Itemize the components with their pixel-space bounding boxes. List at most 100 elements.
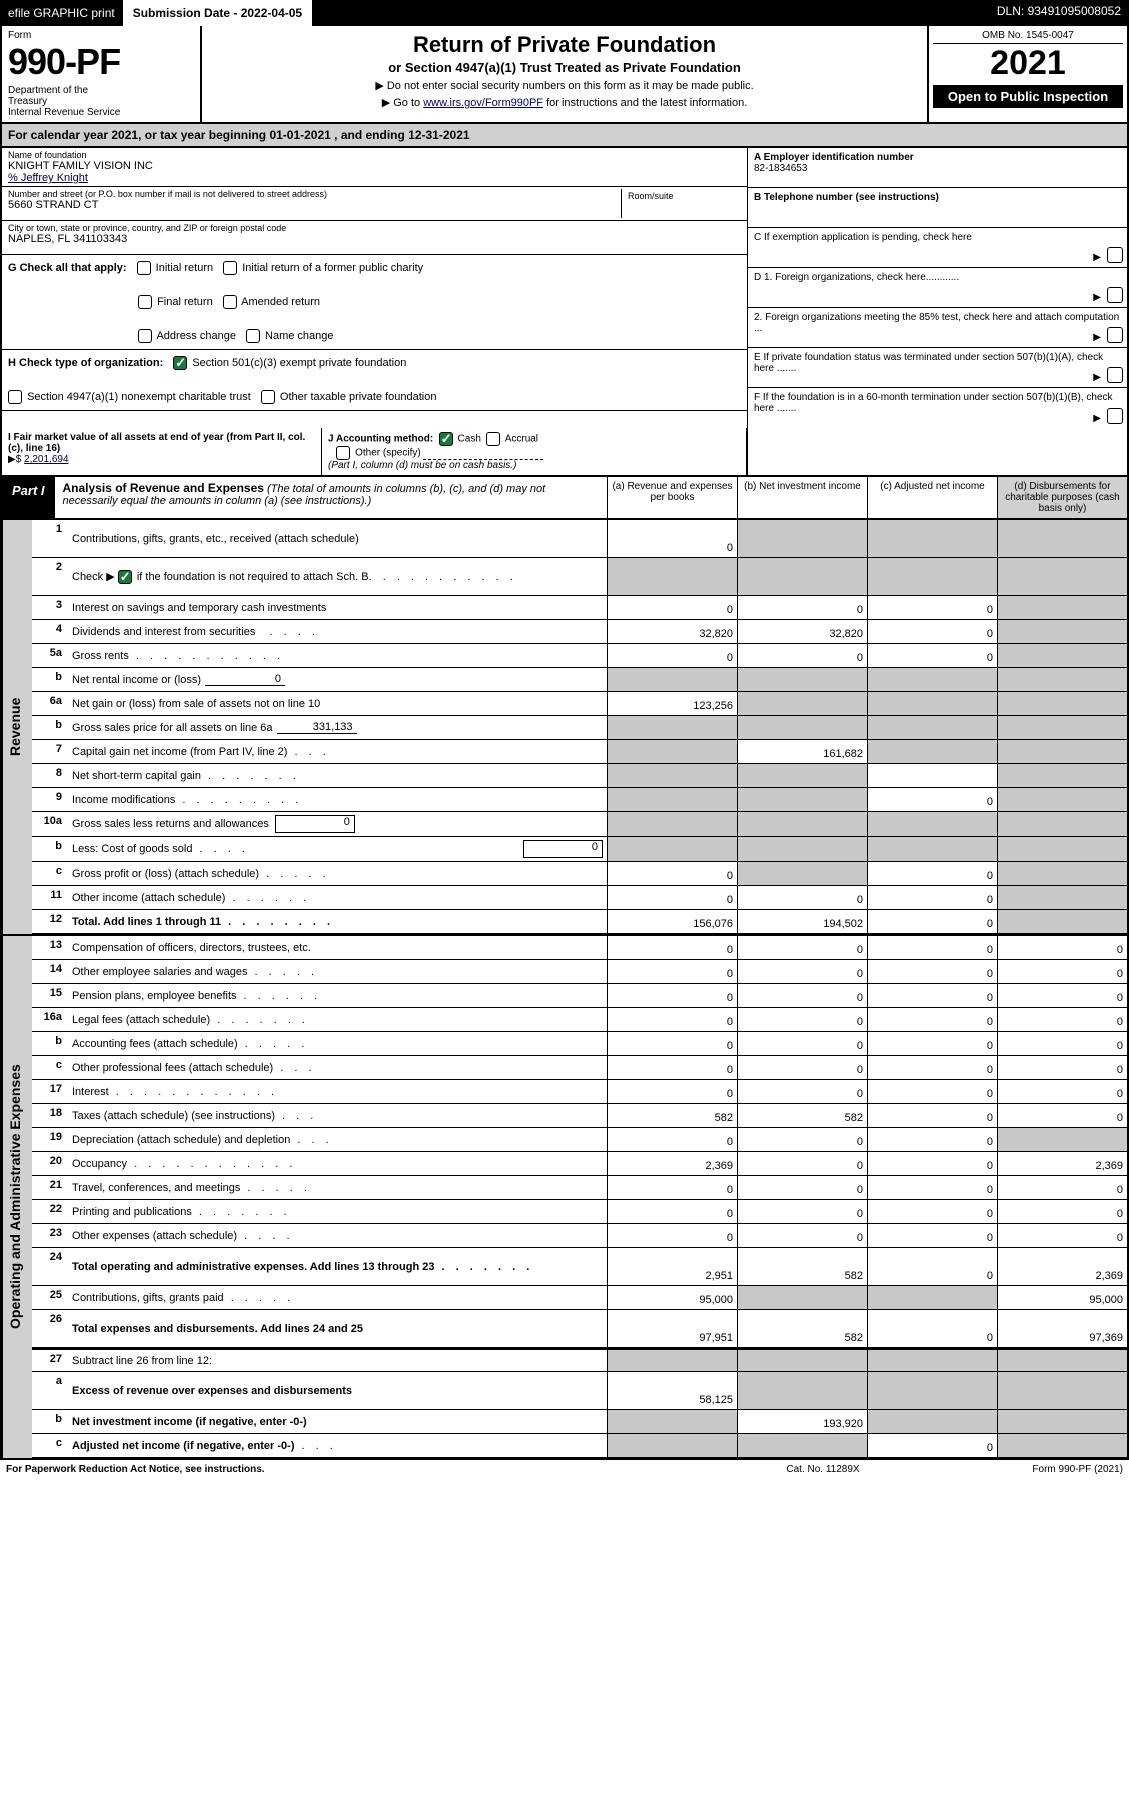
row-5b: bNet rental income or (loss)0 [32,668,1127,692]
col-a-header: (a) Revenue and expenses per books [607,477,737,518]
arrow-icon: ▶ [1093,292,1101,303]
revenue-side-label: Revenue [2,520,32,934]
tel-label: B Telephone number (see instructions) [754,192,939,203]
row-2: 2 Check ▶ if the foundation is not requi… [32,558,1127,596]
revenue-section: Revenue 1 Contributions, gifts, grants, … [0,520,1129,934]
calendar-year-line: For calendar year 2021, or tax year begi… [0,124,1129,148]
page-footer: For Paperwork Reduction Act Notice, see … [0,1458,1129,1479]
chk-address-change[interactable] [138,329,152,343]
d1-label: D 1. Foreign organizations, check here..… [754,272,959,283]
form-right: OMB No. 1545-0047 2021 Open to Public In… [927,26,1127,122]
r1-a: 0 [607,520,737,557]
efile-label: efile GRAPHIC print [0,0,125,26]
chk-exemption-pending[interactable] [1107,247,1123,263]
form-note2: ▶ Go to www.irs.gov/Form990PF for instru… [208,96,921,109]
chk-amended[interactable] [223,295,237,309]
row-12: 12Total. Add lines 1 through 11 . . . . … [32,910,1127,934]
row-8: 8Net short-term capital gain . . . . . .… [32,764,1127,788]
paperwork-notice: For Paperwork Reduction Act Notice, see … [6,1464,723,1475]
dept-treasury: Department of theTreasuryInternal Revenu… [8,85,194,118]
j-note: (Part I, column (d) must be on cash basi… [328,460,516,471]
city-state-zip: NAPLES, FL 341103343 [8,233,741,245]
c-label: C If exemption application is pending, c… [754,232,972,243]
ein-value: 82-1834653 [754,163,807,174]
chk-initial-public[interactable] [223,261,237,275]
col-c-header: (c) Adjusted net income [867,477,997,518]
tax-year: 2021 [933,44,1123,83]
form-left: Form 990-PF Department of theTreasuryInt… [2,26,202,122]
row-20: 20Occupancy . . . . . . . . . . . .2,369… [32,1152,1127,1176]
row-27a: aExcess of revenue over expenses and dis… [32,1372,1127,1410]
chk-other-taxable[interactable] [261,390,275,404]
care-of: % Jeffrey Knight [8,172,741,184]
row-26: 26Total expenses and disbursements. Add … [32,1310,1127,1348]
row-16c: cOther professional fees (attach schedul… [32,1056,1127,1080]
open-public: Open to Public Inspection [933,85,1123,108]
form-header: Form 990-PF Department of theTreasuryInt… [0,26,1129,124]
row-24: 24Total operating and administrative exp… [32,1248,1127,1286]
row-21: 21Travel, conferences, and meetings . . … [32,1176,1127,1200]
chk-foreign-org[interactable] [1107,287,1123,303]
cat-number: Cat. No. 11289X [723,1464,923,1475]
e-label: E If private foundation status was termi… [754,352,1103,374]
fmv-value: 2,201,694 [24,454,69,465]
chk-name-change[interactable] [246,329,260,343]
row-11: 11Other income (attach schedule) . . . .… [32,886,1127,910]
room-suite: Room/suite [621,189,741,218]
arrow-icon: ▶ [1093,252,1101,263]
ein-label: A Employer identification number [754,152,914,163]
expenses-section: Operating and Administrative Expenses 13… [0,934,1129,1458]
row-9: 9Income modifications . . . . . . . . . … [32,788,1127,812]
row-10a: 10aGross sales less returns and allowanc… [32,812,1127,837]
g-label: G Check all that apply: [8,262,127,274]
form-link[interactable]: www.irs.gov/Form990PF [423,97,543,109]
form-subtitle: or Section 4947(a)(1) Trust Treated as P… [208,60,921,75]
chk-sch-b[interactable] [118,570,132,584]
row-27c: cAdjusted net income (if negative, enter… [32,1434,1127,1458]
form-note1: ▶ Do not enter social security numbers o… [208,79,921,92]
addr-label: Number and street (or P.O. box number if… [8,189,621,199]
city-label: City or town, state or province, country… [8,223,741,233]
chk-status-terminated[interactable] [1107,367,1123,383]
row-22: 22Printing and publications . . . . . . … [32,1200,1127,1224]
chk-foreign-85[interactable] [1107,327,1123,343]
entity-block: Name of foundation KNIGHT FAMILY VISION … [0,148,1129,428]
street-address: 5660 STRAND CT [8,199,621,211]
row-1: 1 Contributions, gifts, grants, etc., re… [32,520,1127,558]
arrow-icon: ▶ [1093,372,1101,383]
chk-60-month[interactable] [1107,408,1123,424]
row-5a: 5aGross rents . . . . . . . . . . . 000 [32,644,1127,668]
row-14: 14Other employee salaries and wages . . … [32,960,1127,984]
part1-title: Analysis of Revenue and Expenses (The to… [55,477,607,518]
form-number: 990-PF [8,41,194,83]
col-b-header: (b) Net investment income [737,477,867,518]
row-4: 4Dividends and interest from securities … [32,620,1127,644]
col-d-header: (d) Disbursements for charitable purpose… [997,477,1127,518]
chk-4947[interactable] [8,390,22,404]
dln: DLN: 93491095008052 [989,0,1129,26]
row-23: 23Other expenses (attach schedule) . . .… [32,1224,1127,1248]
chk-accrual[interactable] [486,432,500,446]
chk-final-return[interactable] [138,295,152,309]
g-check-row: G Check all that apply: Initial return I… [2,255,747,350]
chk-initial-return[interactable] [137,261,151,275]
row-10c: cGross profit or (loss) (attach schedule… [32,862,1127,886]
row-13: 13Compensation of officers, directors, t… [32,936,1127,960]
top-spacer [312,0,989,26]
row-10b: bLess: Cost of goods sold . . . .0 [32,837,1127,862]
h-label: H Check type of organization: [8,357,163,369]
row-3: 3Interest on savings and temporary cash … [32,596,1127,620]
f-label: F If the foundation is in a 60-month ter… [754,392,1113,414]
row-19: 19Depreciation (attach schedule) and dep… [32,1128,1127,1152]
row-16a: 16aLegal fees (attach schedule) . . . . … [32,1008,1127,1032]
row-16b: bAccounting fees (attach schedule) . . .… [32,1032,1127,1056]
row-6b: bGross sales price for all assets on lin… [32,716,1127,740]
i-label: I Fair market value of all assets at end… [8,432,305,454]
chk-501c3[interactable] [173,356,187,370]
chk-cash[interactable] [439,432,453,446]
row-17: 17Interest . . . . . . . . . . . .0000 [32,1080,1127,1104]
j-label: J Accounting method: [328,434,433,445]
chk-other-method[interactable] [336,446,350,460]
form-footer: Form 990-PF (2021) [923,1464,1123,1475]
submission-date: Submission Date - 2022-04-05 [125,0,312,26]
